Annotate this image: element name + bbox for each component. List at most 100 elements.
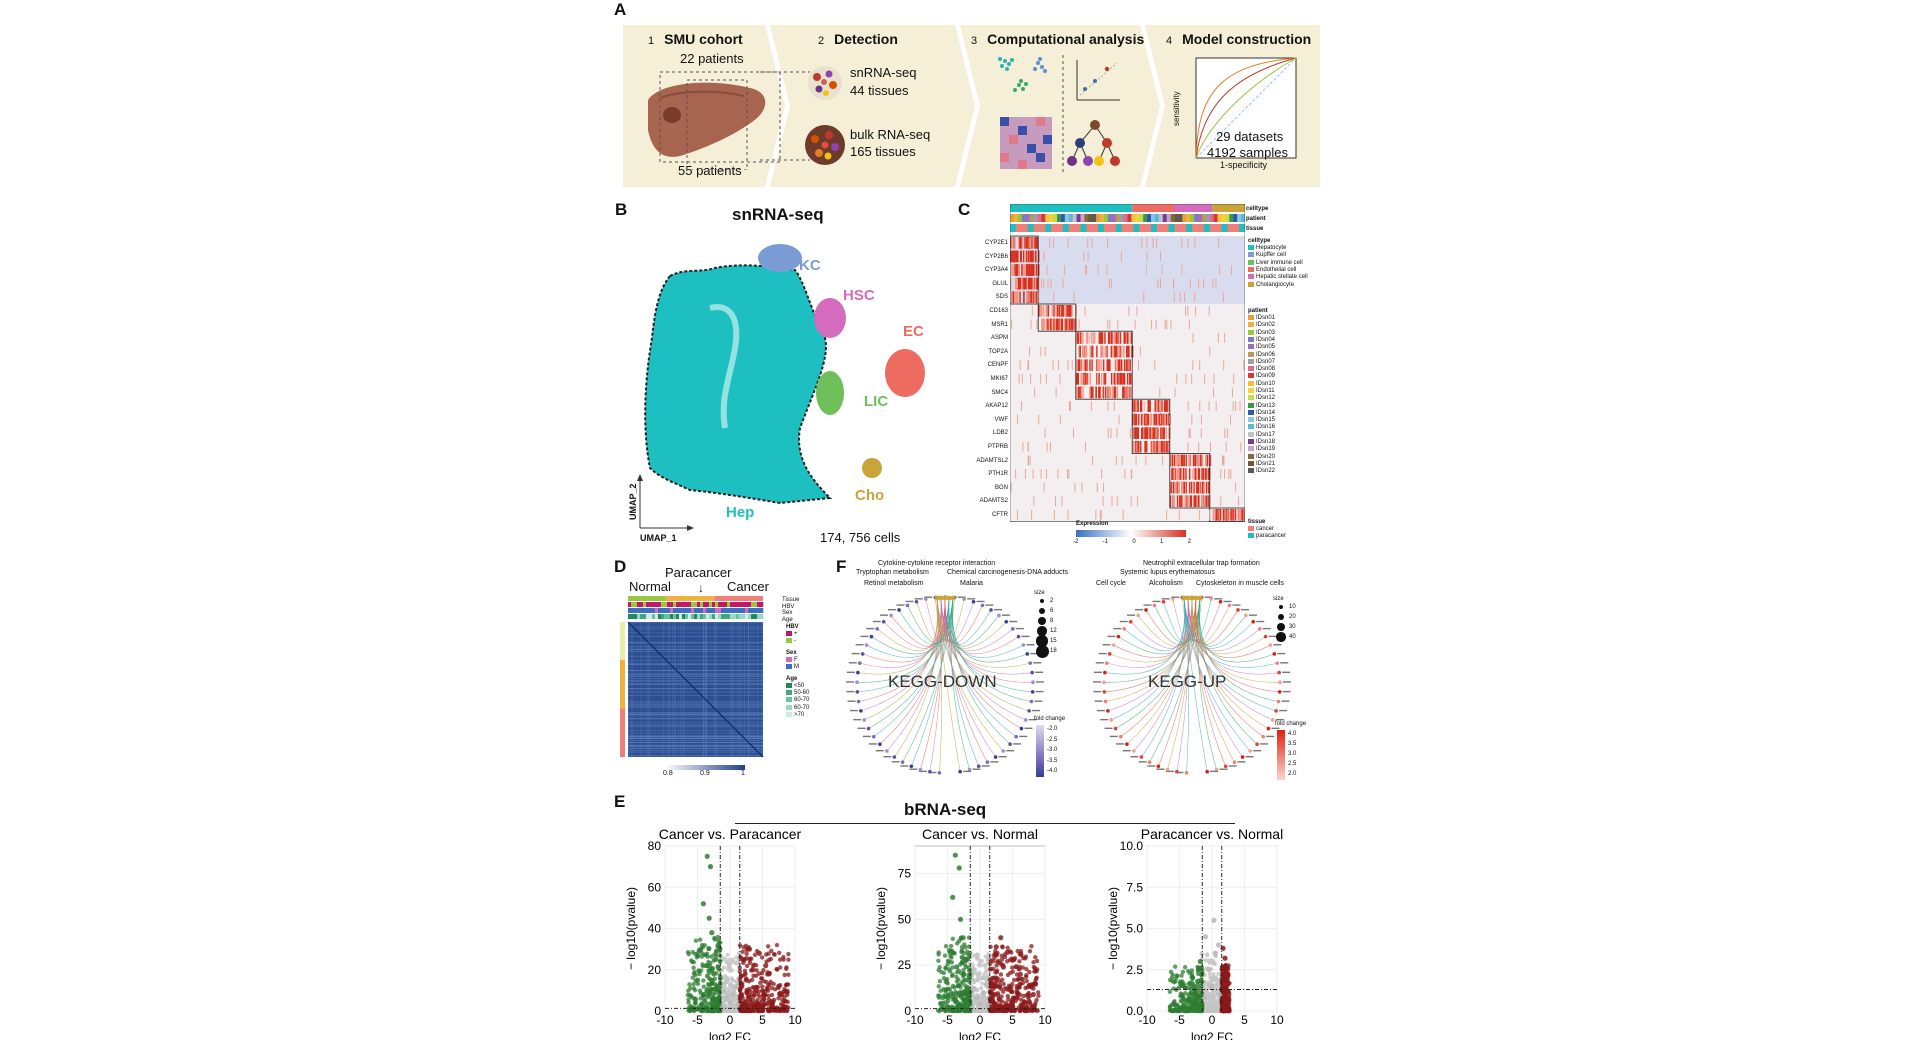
up-point <box>1010 1003 1015 1009</box>
celltype-bar-segment <box>1010 204 1133 212</box>
down-point <box>956 1003 961 1008</box>
expression-cell <box>1049 238 1051 248</box>
expression-cell <box>1111 345 1113 358</box>
paracancer-arrow-icon: ↓ <box>698 581 704 595</box>
expression-cell <box>1208 468 1210 480</box>
expression-cell <box>1056 305 1059 317</box>
tissue-bar-segment <box>1192 224 1199 232</box>
expression-cell <box>1029 455 1031 466</box>
up-point <box>786 951 791 957</box>
expression-cell <box>1185 495 1187 507</box>
patient-swatch <box>1248 395 1254 401</box>
up-size-item: 10 <box>1273 602 1296 612</box>
tissue-bar-normal <box>628 596 666 601</box>
expression-cell <box>1074 318 1076 331</box>
kegg-down-gene-label <box>1006 750 1015 752</box>
kegg-up-gene-label <box>1161 598 1170 600</box>
up-point <box>755 992 760 997</box>
up-point <box>999 957 1005 962</box>
down-point <box>940 1000 945 1006</box>
tissue-bar-segment <box>1057 224 1064 232</box>
data-point <box>1004 949 1010 955</box>
data-point <box>707 864 714 870</box>
up-point <box>777 957 783 962</box>
gene-label: MKI67 <box>990 376 1008 382</box>
panel-letter-c: C <box>958 200 971 219</box>
kegg-up-gene-node <box>1116 634 1121 639</box>
expression-cell <box>1079 386 1081 399</box>
expression-cell <box>1127 332 1129 344</box>
down-point <box>716 966 721 972</box>
up-point <box>1222 997 1227 1002</box>
hbv-bar-segment <box>673 602 677 607</box>
expression-cell <box>1043 482 1045 493</box>
expression-cell <box>1153 427 1156 439</box>
hbv-bar-segment <box>652 602 656 607</box>
up-point <box>1013 964 1018 970</box>
expression-cell <box>1042 305 1045 317</box>
tissue-bar-segment <box>1104 224 1111 232</box>
kegg-down-gene-label <box>868 743 877 745</box>
up-point <box>764 952 769 957</box>
expression-cell <box>1030 319 1032 330</box>
hbv-bar-segment <box>643 602 647 607</box>
up-point <box>744 951 749 956</box>
tissue-swatch <box>1248 526 1254 532</box>
age-swatch <box>786 690 792 696</box>
age-bar-segment <box>667 614 671 619</box>
cluster-lic: LIC <box>864 393 889 410</box>
expression-cell <box>1019 277 1021 290</box>
kegg-down-gene-label <box>1024 727 1033 730</box>
up-point <box>737 977 743 982</box>
down-point <box>696 1004 701 1010</box>
kegg-down-edge <box>948 597 1017 737</box>
expression-cell <box>1102 346 1104 357</box>
kegg-up-gene-label <box>1256 620 1265 623</box>
kegg-up-gene-node <box>1277 670 1281 675</box>
expression-cell <box>1076 386 1078 399</box>
expression-cell <box>1086 332 1089 344</box>
expression-cell <box>1164 400 1167 412</box>
gene-label: SDS <box>995 294 1008 301</box>
expression-ticks: -2 -1 0 1 2 <box>1073 539 1191 545</box>
patient-bar-segment <box>1033 214 1038 222</box>
age-swatch <box>786 711 792 717</box>
up-point <box>769 986 774 991</box>
expression-cell <box>1044 346 1046 357</box>
expression-cell <box>1198 468 1201 480</box>
sex-legend-item: M <box>786 664 809 671</box>
down-point <box>715 938 721 943</box>
kegg-up-edge <box>1187 597 1280 675</box>
down-point <box>1195 999 1200 1004</box>
celltype-bar-segment <box>1212 204 1245 212</box>
tissue-bar-segment <box>1180 224 1187 232</box>
expression-cell <box>1042 318 1044 331</box>
expression-cell <box>1045 374 1047 384</box>
patient-bar-segment <box>1217 214 1222 222</box>
kegg-down-gene-node <box>993 755 998 759</box>
patient-swatch <box>1248 446 1254 452</box>
expression-cell <box>1104 373 1107 385</box>
patient-legend-item: IDsn07 <box>1248 358 1275 366</box>
expression-cell <box>1235 482 1237 493</box>
expression-cell <box>1124 332 1126 344</box>
expression-cell <box>1179 468 1182 480</box>
patient-bar-segment <box>1154 214 1160 222</box>
expression-cell <box>1230 469 1232 479</box>
kegg-up-gene-node <box>1248 749 1252 753</box>
data-point <box>1197 958 1203 965</box>
x-tick-label: -10 <box>1138 1013 1156 1027</box>
up-point <box>758 1008 763 1014</box>
kegg-down-gene-label <box>891 761 900 763</box>
expression-cell <box>1194 292 1196 302</box>
sex-bar-segment <box>745 608 749 613</box>
sex-bar-segment <box>682 608 686 613</box>
expression-cell <box>1022 250 1025 263</box>
panel-letter-e: E <box>614 792 626 811</box>
expression-cell <box>1024 469 1026 479</box>
expression-cell <box>1011 319 1013 330</box>
sex-bar-segment <box>649 608 653 613</box>
expression-cell <box>1143 292 1145 302</box>
volcano-plot: Paracancer vs. Normal-10 -5 0 5 100.02.55.07… <box>1106 826 1284 1040</box>
expression-cell <box>1194 495 1196 507</box>
